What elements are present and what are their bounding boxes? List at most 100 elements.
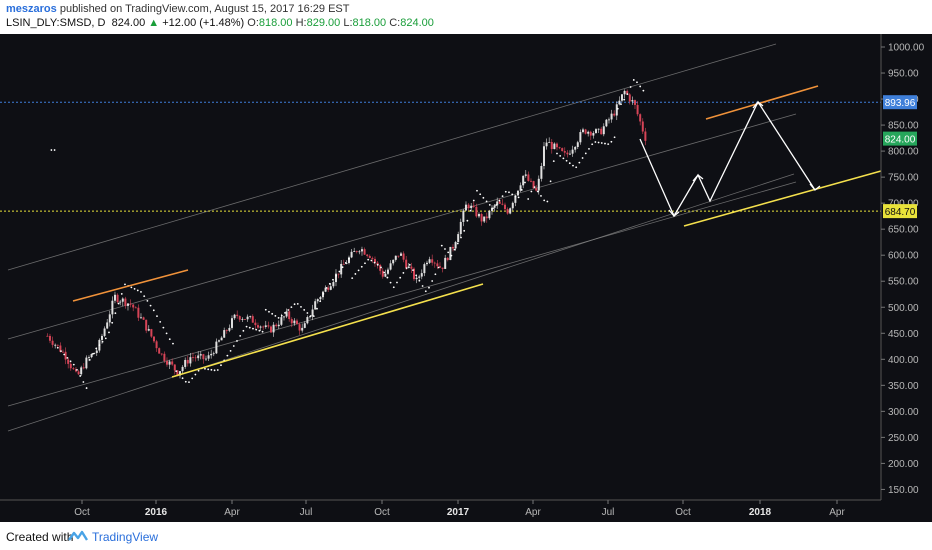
- indicator-dot: [584, 152, 587, 155]
- indicator-dot: [53, 149, 56, 151]
- candle-body: [215, 341, 218, 354]
- indicator-dot: [181, 377, 184, 380]
- candle-body: [493, 205, 496, 208]
- indicator-dot: [524, 181, 526, 184]
- time-tick-label: Oct: [74, 507, 90, 518]
- indicator-dot: [431, 280, 434, 282]
- candle-body: [605, 119, 608, 127]
- candle-body: [597, 128, 600, 130]
- candle-body: [535, 188, 538, 191]
- indicator-dot: [639, 85, 642, 88]
- candle-body: [381, 270, 384, 277]
- candle-body: [155, 341, 158, 349]
- candle-body: [95, 350, 98, 353]
- footer: Created with TradingView: [0, 522, 932, 550]
- indicator-dot: [562, 157, 565, 160]
- chart-area[interactable]: 1000.00950.00900.00850.00800.00750.00700…: [0, 34, 932, 522]
- open-value: 818.00: [258, 17, 293, 29]
- indicator-dot: [501, 195, 504, 198]
- candle-body: [553, 143, 556, 150]
- candle-body: [103, 328, 106, 336]
- candle-body: [415, 277, 418, 280]
- indicator-dot: [421, 285, 424, 287]
- candle-body: [61, 351, 64, 353]
- candle-body: [236, 314, 239, 317]
- candle-body: [298, 324, 301, 331]
- indicator-dot: [130, 286, 133, 289]
- candle-body: [259, 326, 262, 328]
- candle-body: [641, 121, 644, 132]
- indicator-dot: [143, 295, 146, 298]
- candle-body: [418, 276, 421, 278]
- low-label: L:: [343, 17, 353, 29]
- indicator-dot: [341, 266, 344, 269]
- candle-body: [152, 336, 155, 342]
- indicator-dot: [380, 266, 382, 269]
- indicator-dot: [508, 191, 510, 194]
- indicator-dot: [402, 272, 405, 274]
- indicator-dot: [194, 373, 197, 376]
- candle-body: [628, 94, 631, 102]
- candle-body: [150, 329, 153, 337]
- indicator-dot: [133, 288, 136, 290]
- candle-body: [589, 131, 592, 136]
- close-value: 824.00: [400, 17, 434, 29]
- candle-body: [631, 100, 634, 102]
- candle-body: [522, 175, 525, 186]
- candle-body: [306, 317, 309, 324]
- candle-body: [462, 210, 465, 222]
- candle-body: [332, 282, 335, 287]
- candle-body: [607, 119, 610, 121]
- indicator-dot: [284, 311, 286, 314]
- indicator-dot: [530, 190, 533, 193]
- indicator-dot: [498, 199, 501, 202]
- indicator-dot: [290, 306, 293, 308]
- candle-body: [483, 216, 486, 222]
- indicator-dot: [469, 209, 472, 212]
- indicator-dot: [188, 381, 190, 384]
- candle-body: [251, 316, 254, 323]
- candle-body: [496, 201, 499, 206]
- candle-body: [568, 153, 571, 155]
- price-tick-label: 800.00: [888, 147, 919, 158]
- tradingview-brand-link[interactable]: TradingView: [92, 530, 159, 544]
- last-price: 824.00: [111, 17, 146, 29]
- indicator-dot: [514, 195, 517, 198]
- candle-body: [280, 317, 283, 325]
- time-tick-label: Apr: [224, 507, 240, 518]
- indicator-dot: [175, 370, 178, 373]
- candle-body: [550, 141, 553, 150]
- candle-body: [397, 255, 400, 257]
- candle-body: [516, 190, 519, 196]
- indicator-dot: [63, 353, 66, 356]
- candle-body: [301, 327, 304, 331]
- price-label-box: [883, 95, 917, 110]
- indicator-dot: [492, 207, 494, 210]
- candle-body: [519, 185, 522, 191]
- candle-body: [454, 242, 457, 249]
- indicator-dot: [463, 229, 466, 232]
- indicator-dot: [370, 259, 373, 262]
- candle-body: [80, 367, 83, 375]
- indicator-dot: [588, 147, 590, 150]
- indicator-dot: [264, 308, 267, 311]
- author-link[interactable]: meszaros: [6, 3, 57, 15]
- symbol-name[interactable]: LSIN_DLY:SMSD, D: [6, 17, 106, 29]
- candle-body: [311, 309, 314, 317]
- candle-body: [392, 259, 395, 264]
- price-chart[interactable]: 1000.00950.00900.00850.00800.00750.00700…: [0, 34, 932, 522]
- candle-body: [295, 320, 298, 325]
- indicator-dot: [56, 346, 59, 349]
- candle-body: [610, 113, 613, 120]
- candle-body: [90, 354, 93, 358]
- indicator-dot: [95, 347, 98, 350]
- candle-body: [168, 361, 171, 365]
- indicator-dot: [268, 310, 270, 313]
- candle-body: [480, 214, 483, 222]
- candle-body: [524, 174, 527, 176]
- candle-body: [254, 322, 257, 326]
- indicator-dot: [210, 368, 213, 371]
- indicator-dot: [261, 330, 264, 333]
- candle-body: [121, 298, 124, 302]
- indicator-dot: [456, 242, 459, 245]
